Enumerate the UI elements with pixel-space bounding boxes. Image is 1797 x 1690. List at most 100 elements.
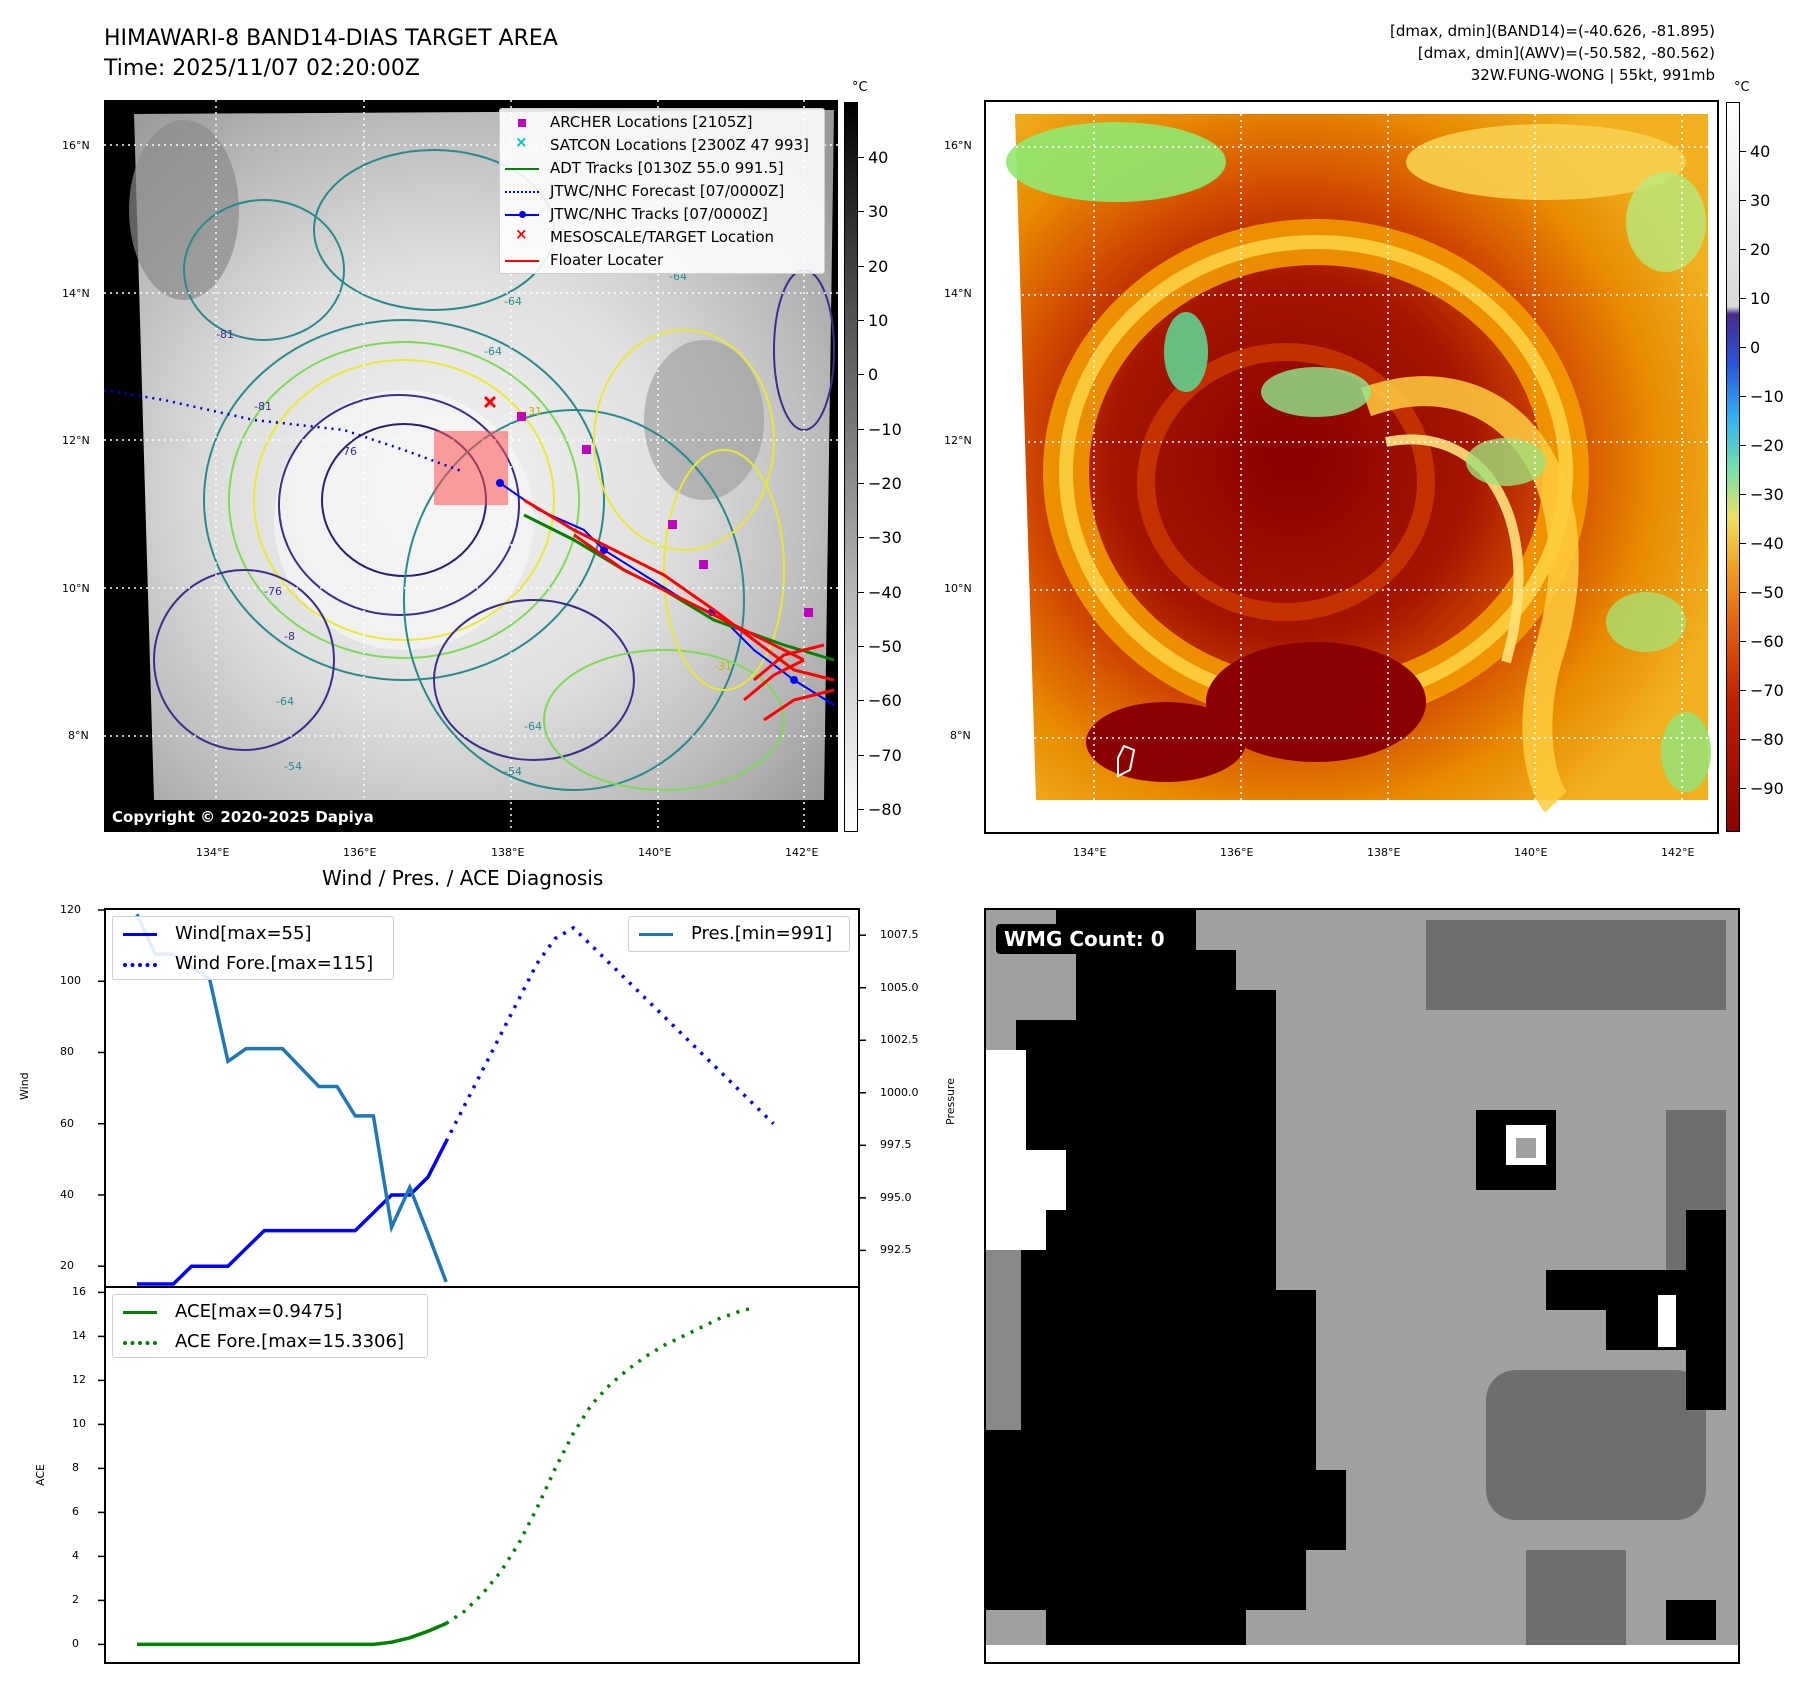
colorbar-tick-mark	[858, 809, 864, 810]
awv-colorbar-unit: °C	[1734, 80, 1750, 95]
colorbar-tick-mark	[858, 157, 864, 158]
contour-label: -64	[276, 695, 294, 708]
pressure-tick-label: 1007.5	[880, 928, 919, 942]
storm-info: 32W.FUNG-WONG | 55kt, 991mb	[1470, 66, 1715, 84]
panel-timestamp: Time: 2025/11/07 02:20:00Z	[104, 56, 420, 81]
lon-label: 138°E	[491, 846, 525, 859]
diagnosis-title: Wind / Pres. / ACE Diagnosis	[322, 866, 604, 890]
colorbar-tick-label: −70	[868, 745, 902, 765]
colorbar-tick-mark	[858, 211, 864, 213]
colorbar-tick-label: −50	[1750, 583, 1784, 602]
colorbar-tick-mark	[858, 700, 864, 702]
colorbar-tick-label: 10	[868, 311, 889, 330]
legend-ace-forecast: ACE Fore.[max=15.3306]	[175, 1331, 404, 1352]
lon-label: 138°E	[1367, 846, 1401, 859]
ir-map-image	[103, 100, 838, 832]
wmg-count-badge: WMG Count: 0	[996, 924, 1173, 954]
wind-legend: Wind[max=55] Wind Fore.[max=115]	[112, 916, 394, 980]
colorbar-tick-mark	[1740, 690, 1746, 691]
wmg-panel: WMG Count: 0	[984, 908, 1740, 1664]
contour-label: -64	[504, 295, 522, 308]
wmg-image	[986, 910, 1738, 1662]
ace-tick-label: 14	[72, 1329, 86, 1343]
magenta-square-marker-icon	[518, 119, 526, 127]
colorbar-tick-label: −70	[1750, 681, 1784, 700]
series-line-wind-fore-	[444, 925, 775, 1143]
lat-label: 16°N	[62, 139, 90, 152]
contour-label: -54	[504, 765, 522, 778]
colorbar-tick-label: −40	[868, 582, 902, 602]
colorbar-tick-label: −20	[868, 474, 902, 493]
colorbar-tick-label: 20	[868, 256, 889, 276]
contour-label: -31	[524, 405, 542, 418]
ace-tick-label: 0	[72, 1637, 79, 1651]
colorbar-tick-label: −10	[868, 419, 902, 439]
colorbar-tick-label: −10	[1750, 387, 1784, 406]
colorbar-tick-label: −30	[868, 528, 902, 548]
colorbar-tick-mark	[1740, 494, 1746, 495]
colorbar-tick-mark	[858, 646, 864, 647]
pressure-tick-label: 992.5	[880, 1243, 912, 1257]
ir-colorbar-unit: °C	[852, 80, 868, 95]
colorbar-tick-label: −20	[1750, 436, 1784, 455]
lat-label: 10°N	[944, 582, 972, 595]
colorbar-tick-mark	[1740, 641, 1746, 642]
awv-map-image	[986, 102, 1717, 832]
lat-label: 10°N	[62, 582, 90, 595]
contour-label: -76	[264, 585, 282, 598]
colorbar-tick-label: 20	[1750, 240, 1771, 259]
wind-tick-label: 120	[60, 903, 81, 916]
colorbar-tick-label: −40	[1750, 534, 1784, 553]
colorbar-tick-mark	[858, 320, 864, 321]
wind-tick-label: 60	[60, 1116, 74, 1130]
contour-label: -64	[484, 345, 502, 358]
contour-label: -64	[524, 720, 542, 733]
colorbar-tick-mark	[858, 483, 864, 484]
colorbar-tick-mark	[858, 265, 864, 267]
pressure-tick-label: 1000.0	[880, 1085, 919, 1099]
colorbar-tick-mark	[858, 754, 864, 756]
red-line-icon	[505, 260, 539, 262]
lat-label: 14°N	[62, 287, 90, 300]
ir-map-panel: Copyright © 2020-2025 Dapiya -81 -76 -64…	[103, 100, 838, 832]
colorbar-tick-mark	[1740, 249, 1746, 250]
ace-tick-label: 2	[72, 1593, 79, 1607]
colorbar-tick-label: −80	[1750, 730, 1784, 749]
wind-tick-label: 100	[60, 974, 81, 988]
colorbar-tick-mark	[858, 428, 864, 430]
legend-ace: ACE[max=0.9475]	[175, 1301, 343, 1322]
ace-tick-label: 10	[72, 1417, 86, 1431]
colorbar-tick-label: −50	[868, 637, 902, 656]
pressure-tick-label: 995.0	[880, 1190, 912, 1204]
series-line-ace-fore-	[445, 1305, 756, 1625]
colorbar-tick-mark	[1740, 739, 1746, 740]
contour-label: -31	[714, 660, 732, 673]
blue-dot-icon	[519, 211, 526, 218]
colorbar-tick-mark	[1740, 200, 1746, 201]
colorbar-tick-mark	[1740, 788, 1746, 789]
lat-label: 12°N	[944, 434, 972, 447]
contour-label: -81	[216, 328, 234, 341]
ir-legend: ARCHER Locations [2105Z] × SATCON Locati…	[499, 108, 825, 274]
colorbar-tick-label: 10	[1750, 289, 1771, 308]
pressure-tick-label: 1005.0	[880, 980, 919, 994]
cyan-x-marker-icon: ×	[515, 133, 528, 151]
green-line-icon	[505, 168, 539, 170]
solid-line-icon	[639, 933, 673, 936]
lon-label: 140°E	[638, 846, 672, 859]
colorbar-tick-mark	[1740, 445, 1746, 446]
stat-awv: [dmax, dmin](AWV)=(-50.582, -80.562)	[1417, 44, 1715, 62]
contour-label: -54	[284, 760, 302, 773]
colorbar-tick-label: −60	[1750, 632, 1784, 651]
lon-label: 134°E	[1073, 846, 1107, 859]
lon-label: 136°E	[343, 846, 377, 859]
colorbar-tick-mark	[1740, 151, 1746, 152]
colorbar-tick-mark	[858, 537, 864, 539]
blue-dotted-line-icon	[505, 191, 539, 193]
series-line-wind	[137, 1140, 448, 1286]
colorbar-tick-mark	[1740, 543, 1746, 544]
pressure-legend: Pres.[min=991]	[628, 916, 850, 952]
copyright-text: Copyright © 2020-2025 Dapiya	[112, 808, 374, 826]
colorbar-tick-mark	[1740, 298, 1746, 299]
colorbar-tick-label: −80	[868, 800, 902, 819]
